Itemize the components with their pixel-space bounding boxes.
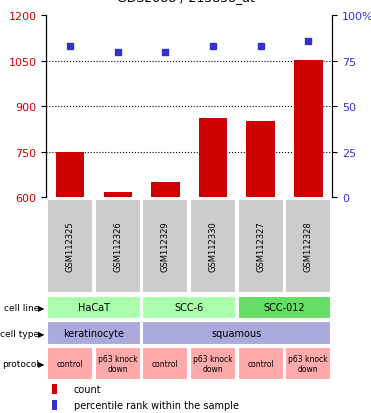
Bar	[47, 321, 141, 345]
Bar	[238, 296, 331, 320]
Text: cell type: cell type	[0, 329, 39, 338]
Point	[67, 44, 73, 50]
Bar	[142, 321, 331, 345]
Text: ▶: ▶	[38, 359, 45, 368]
Text: GSM112327: GSM112327	[256, 221, 265, 272]
Text: percentile rank within the sample: percentile rank within the sample	[73, 400, 239, 410]
Text: GSM112330: GSM112330	[209, 221, 217, 272]
Bar	[47, 200, 93, 293]
Text: ▶: ▶	[38, 329, 45, 338]
Text: p63 knock
down: p63 knock down	[288, 354, 328, 373]
Text: GSM112329: GSM112329	[161, 221, 170, 272]
Text: GSM112326: GSM112326	[113, 221, 122, 272]
Bar	[142, 347, 188, 380]
Bar	[151, 183, 180, 380]
Bar	[47, 347, 93, 380]
Bar	[199, 119, 227, 380]
Bar	[52, 400, 58, 410]
Bar	[56, 153, 85, 380]
Text: control: control	[152, 359, 179, 368]
Bar	[95, 347, 141, 380]
Text: GSM112325: GSM112325	[66, 221, 75, 272]
Text: SCC-012: SCC-012	[264, 303, 305, 313]
Point	[305, 38, 311, 45]
Bar	[142, 296, 236, 320]
Bar	[52, 384, 58, 394]
Bar	[104, 193, 132, 380]
Bar	[95, 200, 141, 293]
Text: GSM112328: GSM112328	[304, 221, 313, 272]
Text: ▶: ▶	[38, 303, 45, 312]
Bar	[190, 347, 236, 380]
Bar	[190, 200, 236, 293]
Text: HaCaT: HaCaT	[78, 303, 110, 313]
Bar	[47, 296, 141, 320]
Bar	[285, 347, 331, 380]
Text: keratinocyte: keratinocyte	[63, 328, 125, 338]
Point	[115, 49, 121, 56]
Text: count: count	[73, 384, 101, 394]
Text: cell line: cell line	[4, 303, 39, 312]
Bar	[246, 121, 275, 380]
Text: p63 knock
down: p63 knock down	[193, 354, 233, 373]
Point	[258, 44, 264, 50]
Point	[162, 49, 168, 56]
Text: SCC-6: SCC-6	[175, 303, 204, 313]
Bar	[238, 347, 283, 380]
Text: protocol: protocol	[2, 359, 39, 368]
Bar	[294, 61, 322, 380]
Bar	[285, 200, 331, 293]
Text: p63 knock
down: p63 knock down	[98, 354, 138, 373]
Point	[210, 44, 216, 50]
Text: control: control	[57, 359, 83, 368]
Text: GDS2088 / 213838_at: GDS2088 / 213838_at	[116, 0, 255, 4]
Text: squamous: squamous	[212, 328, 262, 338]
Text: control: control	[247, 359, 274, 368]
Bar	[142, 200, 188, 293]
Bar	[238, 200, 283, 293]
